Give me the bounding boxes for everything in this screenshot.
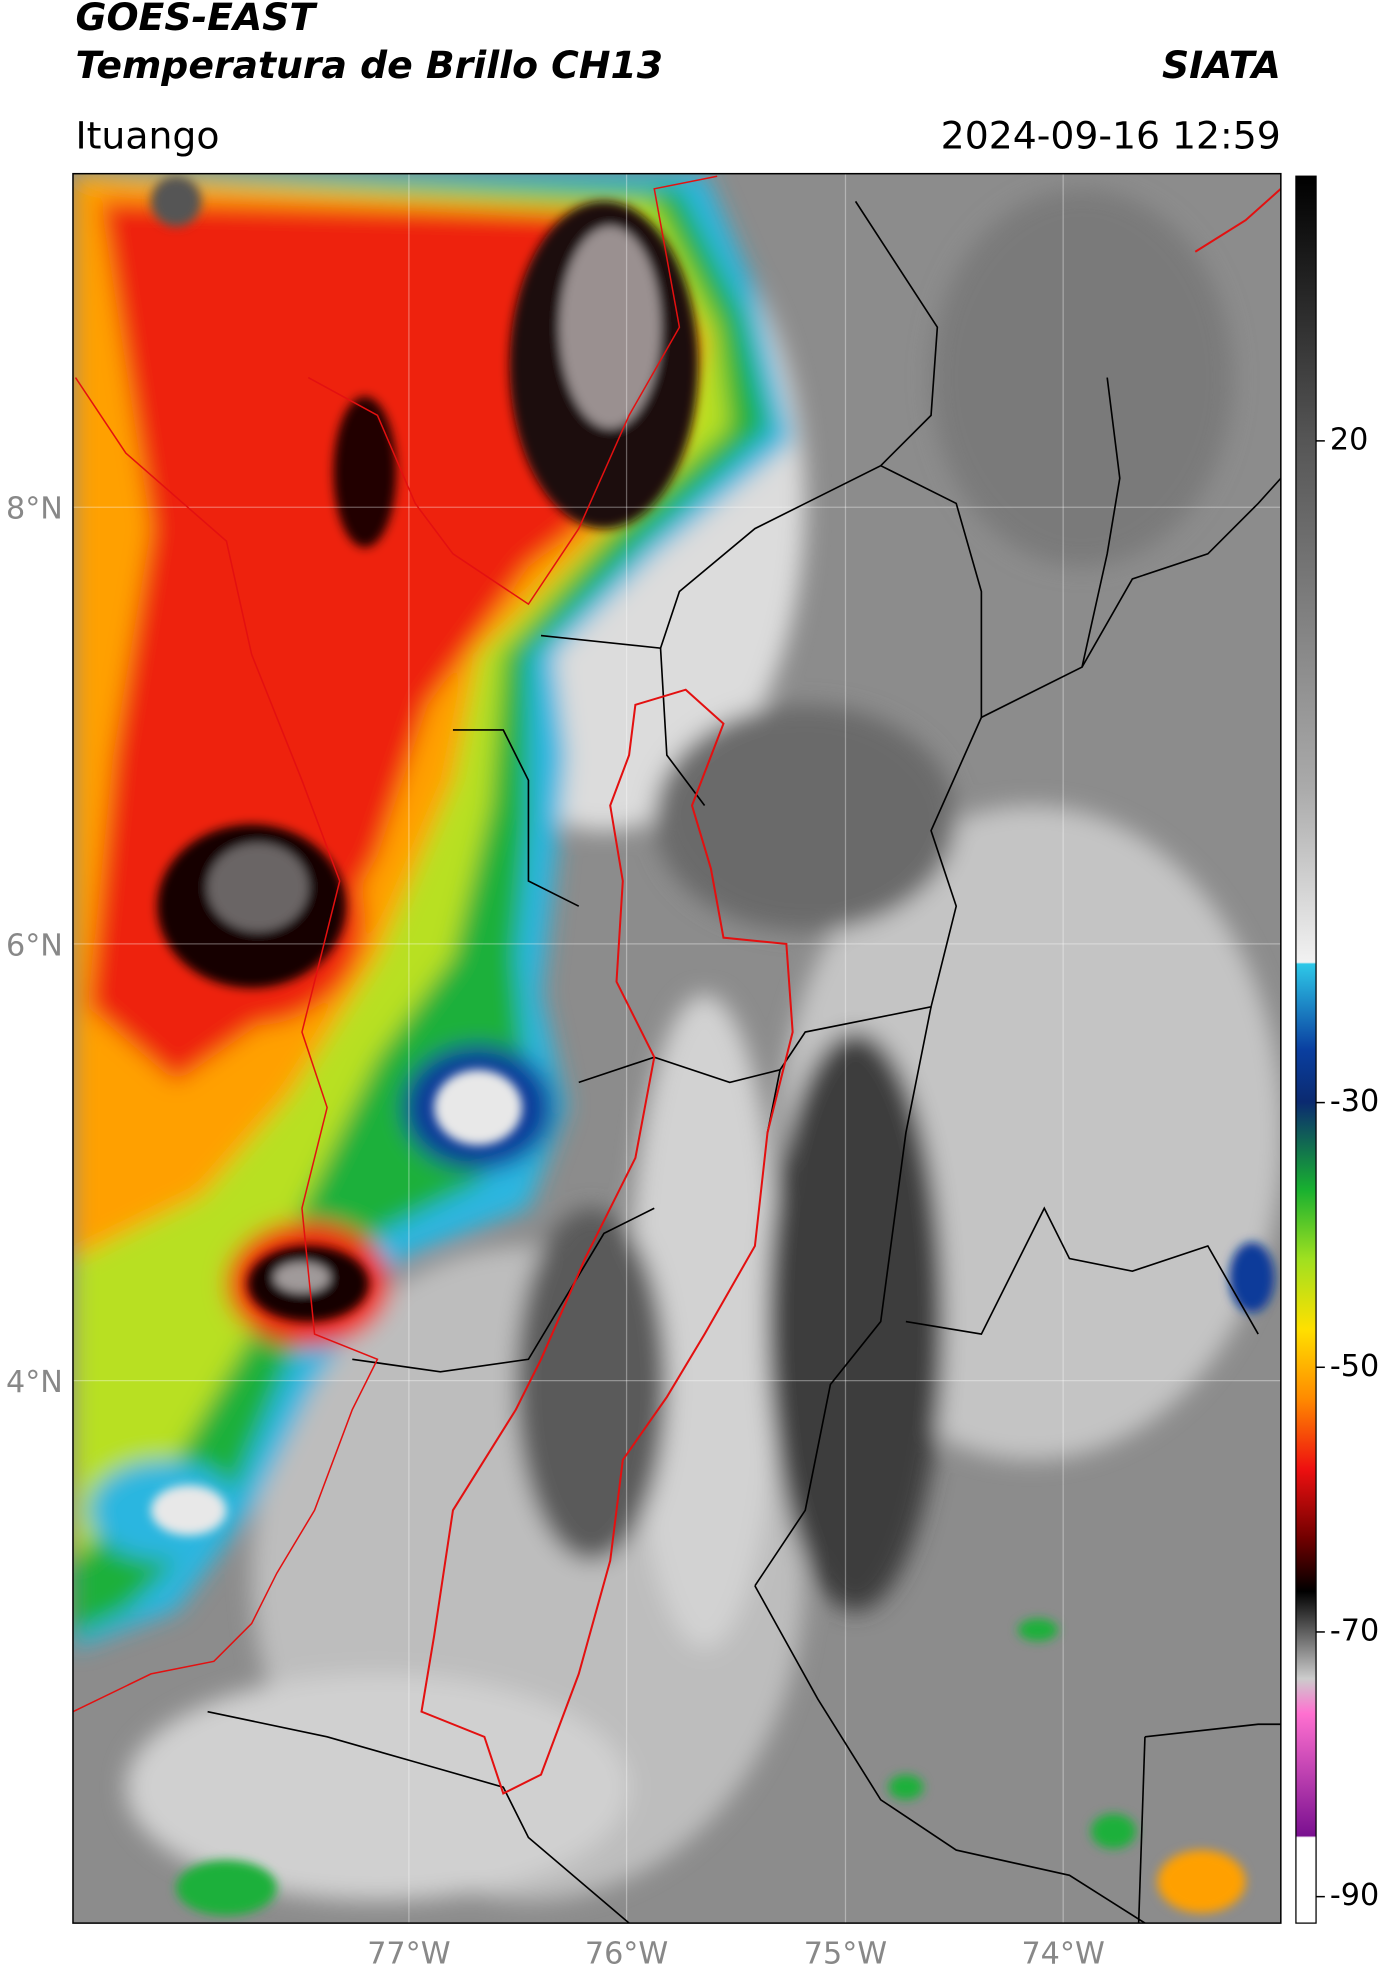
colorbar-ticks: 20 -30 -50 -70 -90 [1316, 422, 1379, 1913]
colorbar [1295, 175, 1317, 1924]
colorbar-tick-label: -50 [1330, 1349, 1379, 1384]
lat-label: 4°N [6, 1365, 63, 1400]
lon-label: 76°W [585, 1936, 668, 1971]
timestamp: 2024-09-16 12:59 [941, 114, 1281, 158]
border [307, 175, 718, 606]
region: Ituango [75, 114, 219, 158]
lat-label: 8°N [6, 492, 63, 527]
colorbar-tick-label: 20 [1330, 422, 1368, 457]
ituango-outline [420, 688, 794, 1795]
lat-grid [72, 173, 1281, 1924]
satellite: GOES-EAST [75, 0, 318, 39]
border [1194, 188, 1281, 253]
lon-label: 77°W [367, 1936, 450, 1971]
product: Temperatura de Brillo CH13 [75, 43, 662, 87]
lon-label: 74°W [1021, 1936, 1104, 1971]
colorbar-tick-label: -30 [1330, 1084, 1379, 1119]
coastline [72, 377, 379, 1713]
colorbar-tick-label: -90 [1330, 1878, 1379, 1913]
lon-label: 75°W [804, 1936, 887, 1971]
colorbar-tick-label: -70 [1330, 1613, 1379, 1648]
source: SIATA [1162, 43, 1281, 87]
lat-label: 6°N [6, 928, 63, 963]
map-frame [72, 172, 1282, 1924]
admin-boundaries [207, 200, 1281, 1924]
satellite-image [72, 173, 1281, 1924]
